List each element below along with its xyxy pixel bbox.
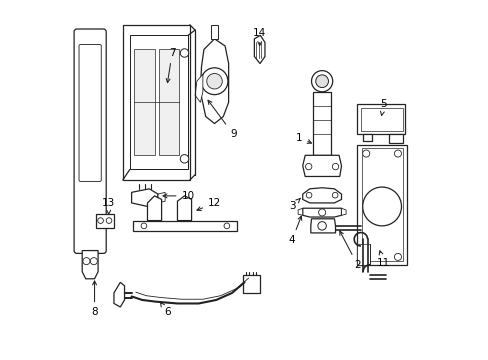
Circle shape: [206, 73, 222, 89]
Circle shape: [318, 209, 325, 216]
Bar: [82, 92, 98, 109]
Polygon shape: [131, 189, 158, 206]
Polygon shape: [254, 35, 264, 64]
Circle shape: [332, 163, 338, 170]
Circle shape: [305, 192, 311, 198]
Polygon shape: [200, 39, 228, 123]
Circle shape: [317, 222, 325, 230]
Circle shape: [315, 75, 328, 87]
Text: 7: 7: [166, 48, 175, 82]
Polygon shape: [388, 134, 403, 143]
Polygon shape: [82, 251, 98, 279]
Circle shape: [83, 258, 90, 265]
Text: 13: 13: [102, 198, 115, 214]
Polygon shape: [147, 196, 161, 221]
Bar: [82, 148, 98, 166]
Polygon shape: [341, 208, 346, 215]
Text: 10: 10: [163, 191, 194, 201]
Circle shape: [362, 150, 369, 157]
Polygon shape: [242, 275, 260, 293]
Polygon shape: [210, 25, 218, 39]
Text: 4: 4: [288, 216, 301, 245]
Circle shape: [311, 71, 332, 92]
Polygon shape: [122, 25, 189, 180]
Polygon shape: [134, 49, 154, 155]
Circle shape: [201, 68, 227, 95]
Circle shape: [332, 192, 337, 198]
Circle shape: [394, 253, 401, 260]
Polygon shape: [298, 208, 302, 215]
Polygon shape: [158, 192, 165, 203]
Bar: [82, 120, 98, 138]
Circle shape: [180, 49, 188, 57]
Polygon shape: [360, 108, 403, 131]
Circle shape: [305, 163, 311, 170]
Text: 1: 1: [295, 133, 311, 143]
Text: 14: 14: [252, 27, 266, 45]
Circle shape: [180, 154, 188, 163]
FancyBboxPatch shape: [79, 45, 101, 181]
Polygon shape: [310, 219, 335, 233]
Polygon shape: [357, 104, 404, 134]
Bar: [82, 64, 98, 81]
Polygon shape: [114, 282, 124, 307]
Polygon shape: [195, 74, 203, 102]
Text: 6: 6: [160, 302, 170, 317]
Polygon shape: [130, 35, 188, 170]
Circle shape: [106, 218, 112, 224]
Text: 8: 8: [91, 281, 98, 317]
Circle shape: [90, 258, 97, 265]
Polygon shape: [302, 208, 341, 217]
Polygon shape: [177, 196, 191, 221]
Polygon shape: [96, 213, 114, 228]
Polygon shape: [159, 49, 179, 155]
Polygon shape: [357, 243, 369, 265]
Text: 5: 5: [380, 99, 386, 116]
FancyBboxPatch shape: [74, 29, 106, 253]
Circle shape: [224, 223, 229, 229]
Polygon shape: [361, 148, 402, 261]
Text: 11: 11: [376, 251, 390, 268]
Text: 3: 3: [288, 198, 300, 211]
Text: 2: 2: [339, 231, 360, 270]
Circle shape: [394, 150, 401, 157]
Polygon shape: [362, 134, 371, 141]
Polygon shape: [357, 145, 406, 265]
Polygon shape: [133, 221, 237, 231]
Polygon shape: [302, 155, 341, 176]
Circle shape: [141, 223, 146, 229]
Circle shape: [362, 187, 401, 226]
Text: 9: 9: [207, 100, 236, 139]
Circle shape: [362, 253, 369, 260]
Text: 12: 12: [197, 198, 221, 211]
Circle shape: [98, 218, 103, 224]
Polygon shape: [302, 188, 341, 203]
Polygon shape: [313, 92, 330, 155]
